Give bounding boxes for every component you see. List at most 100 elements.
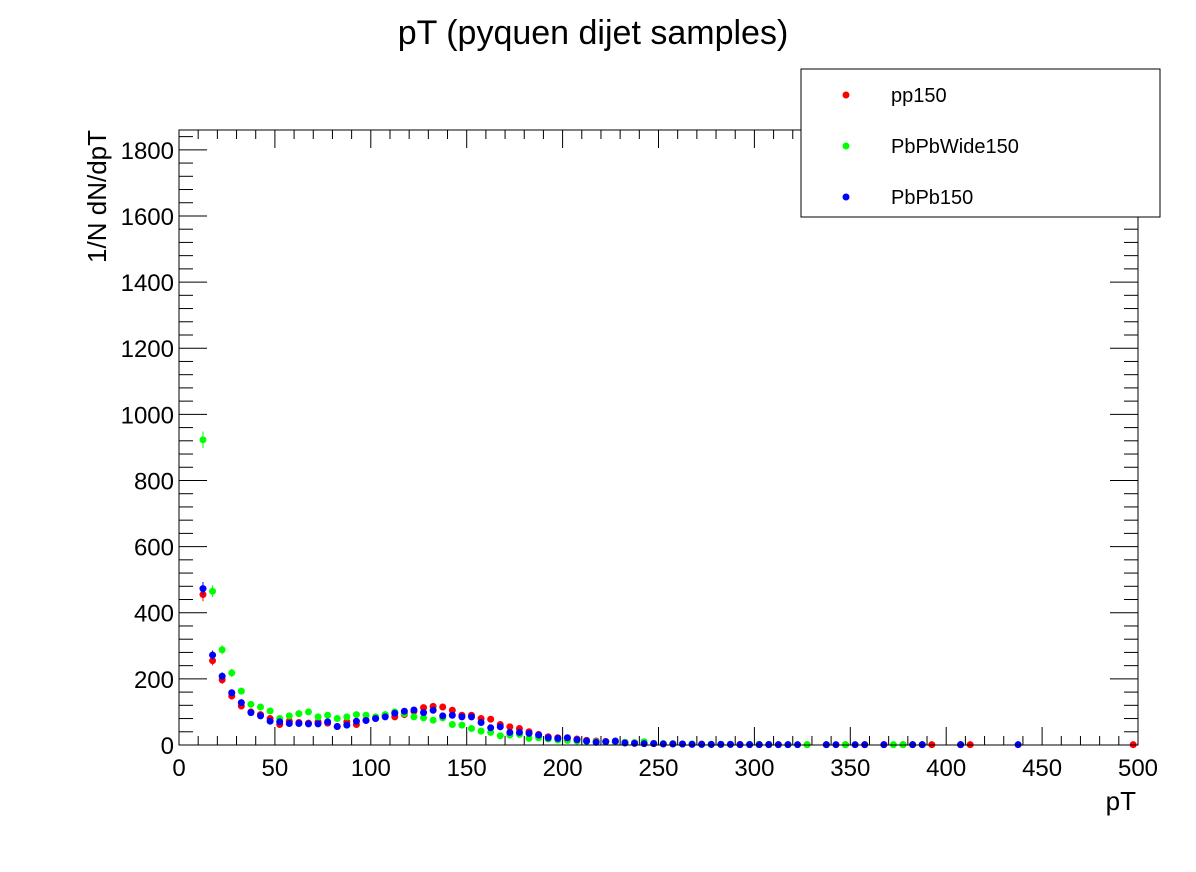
data-point	[372, 715, 380, 723]
data-point	[640, 740, 648, 748]
data-point	[199, 436, 207, 444]
data-point	[218, 646, 226, 654]
data-point	[333, 715, 341, 723]
legend-marker	[842, 91, 850, 99]
data-point	[458, 713, 466, 721]
data-point	[304, 708, 312, 716]
x-tick-label: 50	[262, 755, 289, 782]
data-point	[496, 723, 504, 731]
data-point	[209, 651, 217, 659]
data-point	[688, 740, 696, 748]
data-point	[276, 718, 284, 726]
legend-box	[800, 68, 1161, 218]
series-pp150	[199, 587, 1137, 749]
data-point	[573, 736, 581, 744]
data-point	[333, 722, 341, 730]
plot-frame	[178, 129, 1139, 746]
data-point	[237, 687, 245, 695]
y-tick-label: 400	[134, 601, 174, 628]
data-point	[285, 720, 293, 728]
x-tick-labels: 0 50 100 150 200 250 300 350 400 450 500	[172, 755, 1158, 782]
data-point	[467, 724, 475, 732]
data-point	[583, 737, 591, 745]
data-point	[678, 740, 686, 748]
x-axis-label: pT	[1106, 786, 1136, 816]
data-point	[237, 699, 245, 707]
x-tick-label: 0	[172, 755, 185, 782]
data-point	[391, 709, 399, 717]
data-point	[544, 734, 552, 742]
data-point	[726, 740, 734, 748]
data-point	[669, 740, 677, 748]
data-point	[611, 737, 619, 745]
data-point	[400, 707, 408, 715]
y-axis-label: 1/N dN/dpT	[82, 130, 112, 263]
data-point	[410, 706, 418, 714]
data-point	[343, 721, 351, 729]
data-point	[487, 715, 495, 723]
data-point	[525, 729, 533, 737]
series-PbPbWide150	[199, 431, 907, 749]
y-tick-label: 0	[161, 733, 174, 760]
axis-ticks	[178, 130, 1139, 746]
y-tick-label: 1800	[121, 138, 174, 165]
x-tick-label: 200	[543, 755, 583, 782]
legend-label: PbPbWide150	[891, 136, 1019, 158]
data-point	[285, 712, 293, 720]
data-point	[448, 721, 456, 728]
y-tick-labels: 0 200 400 600 800 1000 1200 1400 1600 1800	[121, 138, 174, 760]
data-point	[257, 703, 265, 711]
data-point	[458, 721, 466, 729]
data-point	[717, 740, 725, 748]
data-point	[525, 734, 533, 742]
data-point	[563, 734, 571, 742]
y-tick-label: 1000	[121, 402, 174, 429]
data-point	[295, 710, 303, 718]
y-tick-label: 1400	[121, 270, 174, 297]
x-tick-label: 300	[734, 755, 774, 782]
data-point	[429, 706, 437, 714]
data-point	[324, 718, 332, 726]
y-tick-label: 200	[134, 667, 174, 694]
data-point	[515, 728, 523, 736]
data-point	[362, 711, 370, 719]
data-point	[218, 672, 226, 680]
data-point	[429, 716, 437, 724]
data-series	[199, 431, 1137, 749]
data-point	[295, 720, 303, 728]
data-point	[707, 740, 715, 748]
data-point	[362, 717, 370, 725]
legend-marker	[842, 193, 850, 201]
data-point	[698, 740, 706, 748]
x-tick-label: 100	[351, 755, 391, 782]
data-point	[487, 724, 495, 732]
y-tick-label: 800	[134, 468, 174, 495]
legend: pp150 PbPbWide150 PbPb150	[800, 68, 1161, 218]
x-tick-label: 250	[638, 755, 678, 782]
data-point	[343, 713, 351, 721]
data-point	[266, 717, 274, 725]
data-point	[602, 738, 610, 746]
data-point	[266, 707, 274, 715]
data-point	[439, 703, 447, 711]
data-point	[592, 738, 600, 746]
legend-label: pp150	[891, 85, 947, 107]
data-point	[228, 669, 236, 677]
data-point	[631, 739, 639, 747]
data-point	[247, 700, 255, 708]
data-point	[506, 728, 514, 736]
data-point	[410, 713, 418, 721]
x-tick-label: 350	[830, 755, 870, 782]
data-point	[439, 712, 447, 720]
data-point	[535, 731, 543, 739]
data-point	[467, 713, 475, 721]
data-point	[650, 740, 658, 748]
data-point	[420, 709, 428, 717]
data-point	[352, 711, 360, 719]
data-point	[659, 740, 667, 748]
data-point	[381, 713, 389, 721]
x-tick-label: 500	[1118, 755, 1158, 782]
x-tick-label: 400	[926, 755, 966, 782]
data-point	[448, 711, 456, 719]
